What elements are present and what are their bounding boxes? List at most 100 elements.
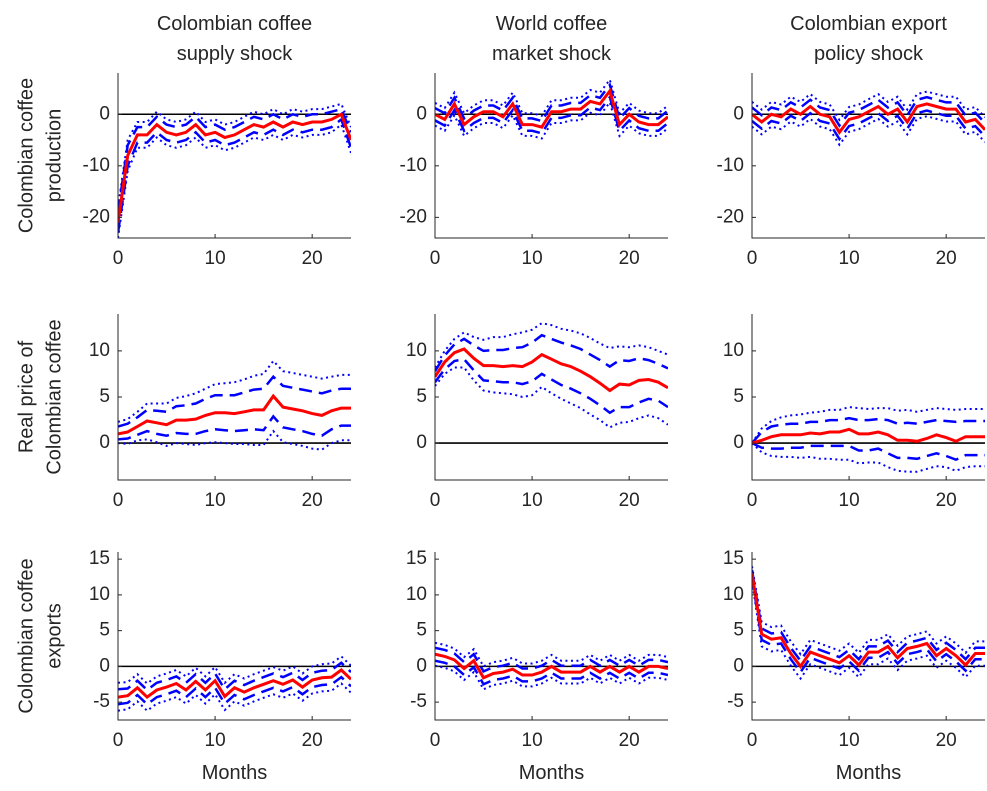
upper-inner-band: [752, 569, 985, 663]
x-tick-label: 0: [430, 730, 441, 751]
y-tick-label: 5: [733, 386, 744, 407]
upper-inner-band: [435, 333, 668, 372]
upper-outer-band: [118, 102, 351, 208]
y-tick-label: -5: [93, 691, 110, 712]
y-tick-label: 10: [89, 584, 110, 605]
y-tick-label: 0: [733, 103, 744, 124]
y-tick-label: -10: [83, 155, 110, 176]
y-tick-label: 0: [416, 655, 427, 676]
axis-lines: [117, 314, 351, 481]
row-label: Colombian coffee: [43, 319, 65, 474]
upper-inner-band: [752, 416, 985, 444]
row-label: production: [43, 109, 65, 202]
y-tick-label: 5: [99, 620, 110, 641]
x-tick-label: 10: [205, 248, 226, 269]
lower-inner-band: [752, 109, 985, 142]
x-tick-label: 10: [839, 248, 860, 269]
y-tick-label: 0: [416, 103, 427, 124]
x-tick-label: 20: [302, 248, 323, 269]
median-response-line: [118, 668, 351, 700]
median-response-line: [752, 573, 985, 669]
y-tick-label: 10: [89, 340, 110, 361]
y-tick-label: 10: [723, 340, 744, 361]
y-tick-label: 0: [99, 103, 110, 124]
lower-inner-band: [435, 357, 668, 415]
lower-inner-band: [435, 659, 668, 686]
x-tick-label: 20: [936, 730, 957, 751]
median-response-line: [435, 87, 668, 129]
lower-inner-band: [118, 117, 351, 233]
lower-outer-band: [752, 442, 985, 473]
x-tick-label: 0: [113, 490, 124, 511]
y-tick-label: 5: [99, 386, 110, 407]
upper-inner-band: [752, 95, 985, 128]
x-tick-label: 10: [522, 490, 543, 511]
lower-outer-band: [118, 429, 351, 451]
panel-r2-c1: 0 5 10 0 10 20: [89, 314, 351, 511]
x-tick-label: 0: [747, 490, 758, 511]
panel-r1-c3: -20 -10 0 0 10 20: [717, 73, 985, 269]
x-tick-label: 10: [839, 490, 860, 511]
lower-inner-band: [752, 576, 985, 675]
y-tick-label: -20: [83, 206, 110, 227]
upper-inner-band: [118, 374, 351, 428]
y-tick-label: 0: [99, 655, 110, 676]
upper-inner-band: [435, 82, 668, 123]
lower-inner-band: [118, 675, 351, 706]
x-axis-label: Months: [836, 762, 902, 784]
y-tick-label: 0: [733, 432, 744, 453]
median-response-line: [118, 393, 351, 436]
y-tick-label: 5: [416, 386, 427, 407]
row-label: exports: [43, 603, 65, 669]
y-tick-label: 0: [733, 655, 744, 676]
y-tick-label: 0: [99, 432, 110, 453]
lower-outer-band: [435, 366, 668, 429]
x-tick-label: 20: [936, 490, 957, 511]
row-label: Colombian coffee: [15, 78, 37, 233]
column-title: policy shock: [814, 43, 924, 65]
y-tick-label: 10: [406, 584, 427, 605]
column-title: market shock: [492, 43, 612, 65]
x-tick-label: 10: [839, 730, 860, 751]
column-title: World coffee: [496, 13, 608, 35]
axis-lines: [117, 73, 351, 239]
column-title: Colombian export: [790, 13, 947, 35]
row-label: Colombian coffee: [15, 558, 37, 713]
y-tick-label: 10: [406, 340, 427, 361]
median-response-line: [435, 652, 668, 680]
y-tick-label: 0: [416, 432, 427, 453]
upper-inner-band: [435, 646, 668, 673]
upper-inner-band: [118, 107, 351, 213]
y-tick-label: -20: [717, 206, 744, 227]
x-tick-label: 20: [619, 490, 640, 511]
upper-outer-band: [752, 406, 985, 444]
lower-outer-band: [752, 580, 985, 681]
panel-r2-c3: 0 5 10 0 10 20: [723, 314, 985, 511]
y-tick-label: 10: [723, 584, 744, 605]
y-tick-label: 5: [733, 620, 744, 641]
median-response-line: [118, 112, 351, 223]
y-tick-label: -10: [400, 155, 427, 176]
x-tick-label: 0: [430, 248, 441, 269]
x-tick-label: 10: [205, 730, 226, 751]
x-tick-label: 10: [522, 248, 543, 269]
lower-outer-band: [752, 115, 985, 147]
y-tick-label: -20: [400, 206, 427, 227]
y-tick-label: 15: [406, 548, 427, 569]
axis-lines: [751, 73, 985, 239]
lower-inner-band: [435, 94, 668, 135]
x-tick-label: 10: [522, 730, 543, 751]
x-tick-label: 0: [113, 248, 124, 269]
axis-lines: [434, 73, 668, 239]
x-tick-label: 20: [302, 730, 323, 751]
column-title: Colombian coffee: [157, 13, 312, 35]
x-tick-label: 20: [619, 730, 640, 751]
x-tick-label: 0: [747, 730, 758, 751]
upper-inner-band: [118, 661, 351, 692]
y-tick-label: -5: [410, 691, 427, 712]
median-response-line: [752, 102, 985, 135]
y-tick-label: -5: [727, 691, 744, 712]
